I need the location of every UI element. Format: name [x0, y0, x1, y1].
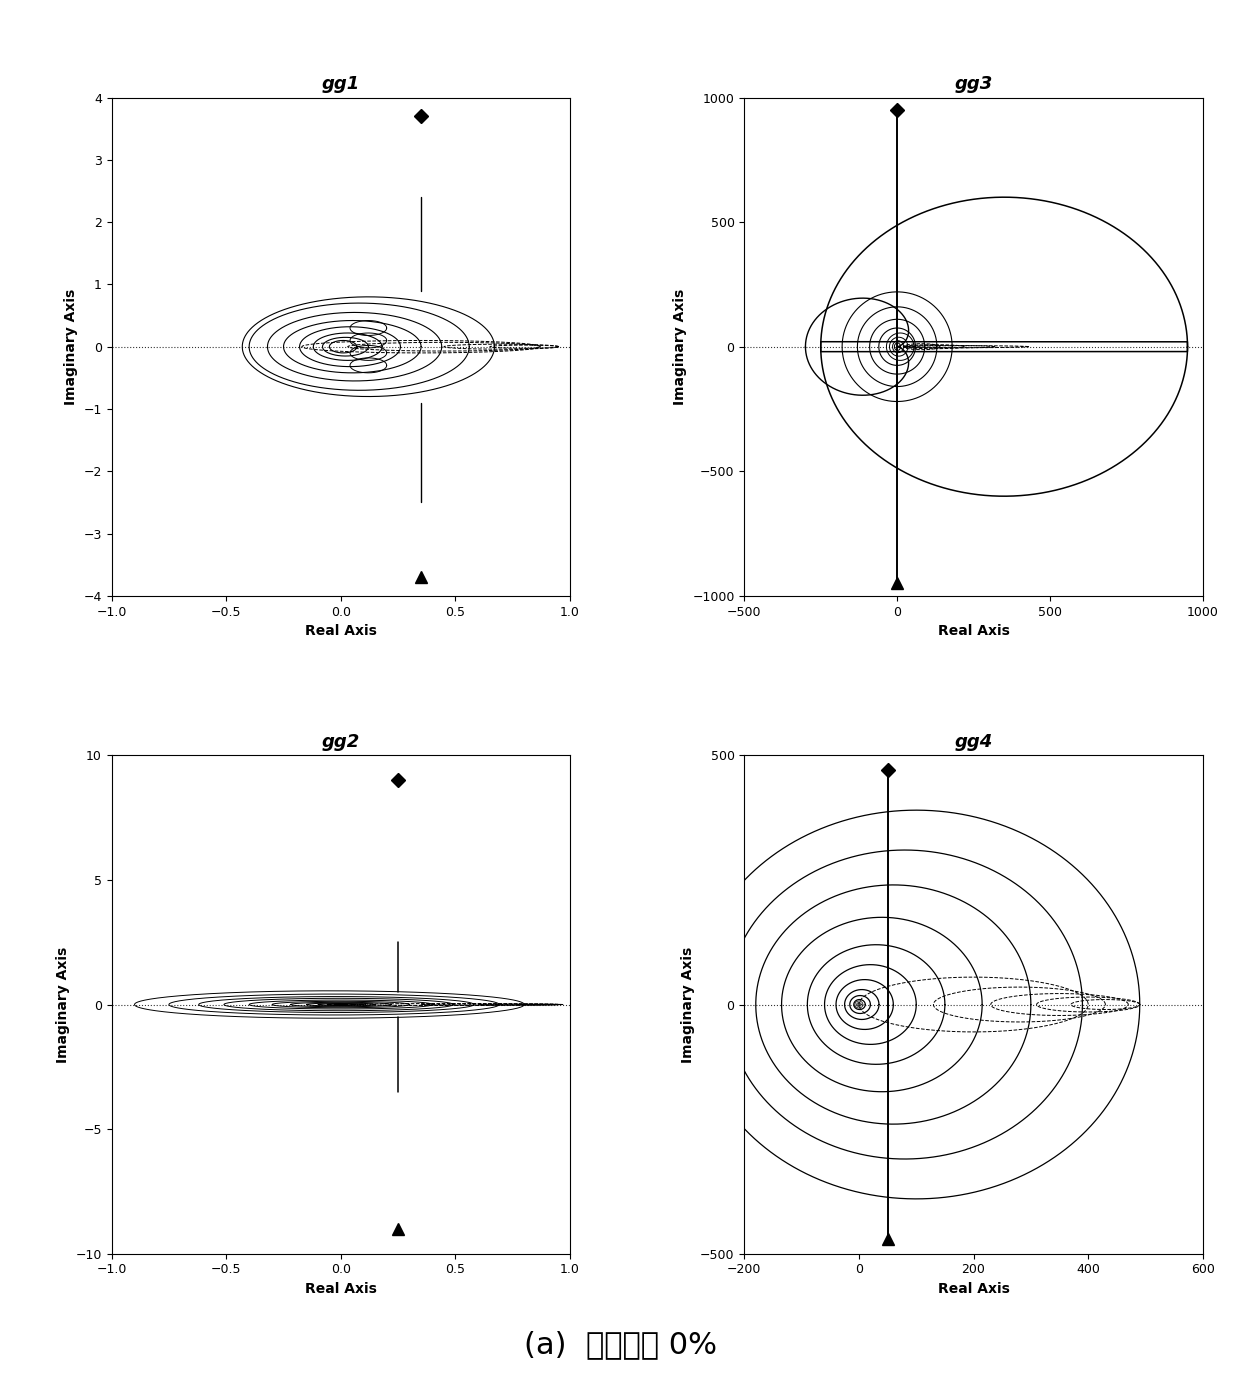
- X-axis label: Real Axis: Real Axis: [937, 624, 1009, 638]
- Y-axis label: Imaginary Axis: Imaginary Axis: [56, 946, 69, 1063]
- Text: (a)  串补度为 0%: (a) 串补度为 0%: [523, 1330, 717, 1358]
- Y-axis label: Imaginary Axis: Imaginary Axis: [64, 288, 78, 405]
- Title: gg2: gg2: [321, 733, 360, 751]
- X-axis label: Real Axis: Real Axis: [937, 1282, 1009, 1295]
- X-axis label: Real Axis: Real Axis: [305, 624, 377, 638]
- Y-axis label: Imaginary Axis: Imaginary Axis: [681, 946, 694, 1063]
- Title: gg3: gg3: [955, 75, 993, 93]
- X-axis label: Real Axis: Real Axis: [305, 1282, 377, 1295]
- Title: gg4: gg4: [955, 733, 993, 751]
- Title: gg1: gg1: [321, 75, 360, 93]
- Y-axis label: Imaginary Axis: Imaginary Axis: [672, 288, 687, 405]
